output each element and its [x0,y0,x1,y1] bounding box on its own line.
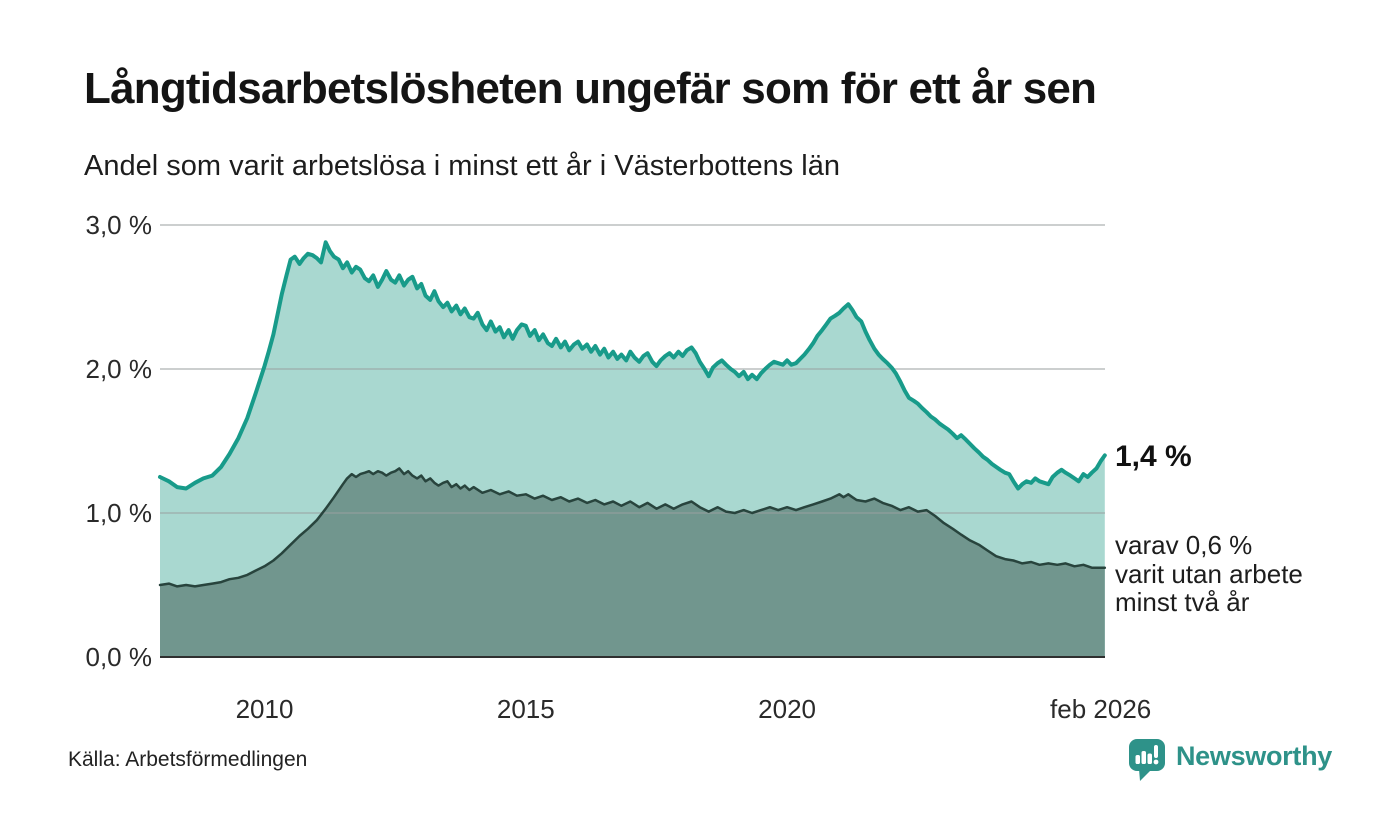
two-year-annotation-line: varav 0,6 % [1115,530,1253,560]
newsworthy-logo-icon [1128,739,1165,781]
x-axis-label: 2010 [235,694,294,724]
page-title: Långtidsarbetslösheten ungefär som för e… [84,64,1097,113]
brand-name: Newsworthy [1175,741,1332,771]
area-fill-two-years [160,468,1105,657]
x-axis-label: 2020 [758,694,817,724]
y-axis-label: 2,0 % [85,354,153,384]
line-two-years [158,467,1107,588]
y-axis-label: 1,0 % [85,498,153,528]
x-axis-label: 2015 [496,694,555,724]
x-axis-label: feb 2026 [1050,694,1152,724]
two-year-annotation-line: minst två år [1115,587,1250,618]
gridlines [160,224,1105,514]
two-year-annotation-line: varit utan arbete [1115,558,1303,589]
y-axis-label: 0,0 % [85,642,153,672]
latest-value-label: 1,4 % [1115,440,1192,473]
y-axis-label: 3,0 % [85,210,153,240]
two-year-annotation: varav 0,6 % varit utan arbete minst två … [1115,531,1303,617]
brand-lockup[interactable]: Newsworthy [1128,738,1332,782]
line-one-year [158,240,1107,491]
page-subtitle: Andel som varit arbetslösa i minst ett å… [84,150,840,182]
source-note: Källa: Arbetsförmedlingen [68,748,308,771]
